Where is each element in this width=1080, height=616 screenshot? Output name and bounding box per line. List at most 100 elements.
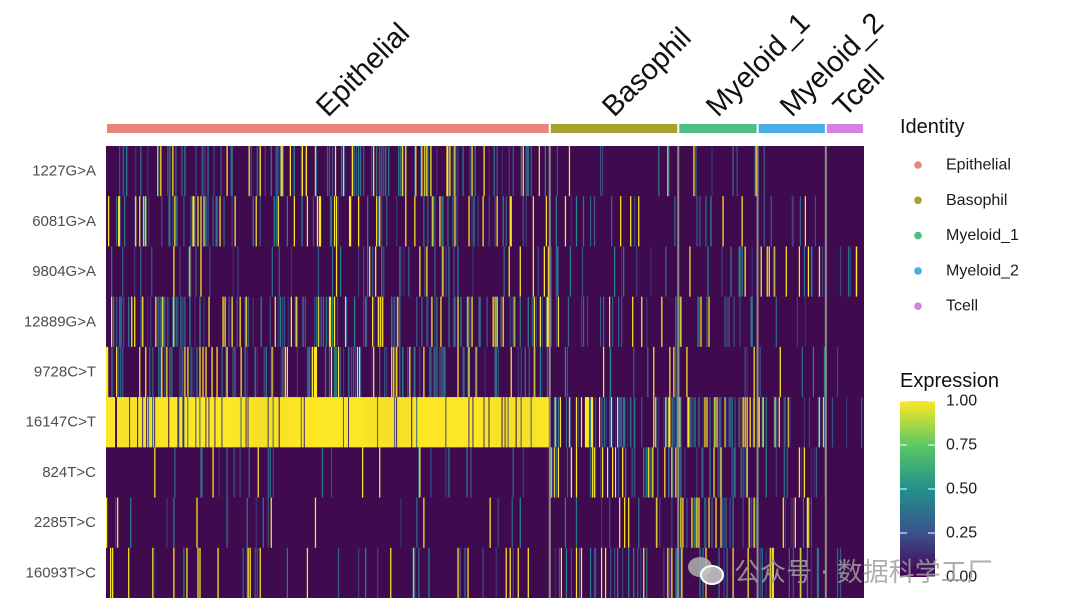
heatmap-cell	[315, 397, 318, 448]
heatmap-cell	[316, 397, 319, 448]
heatmap-cell	[218, 397, 220, 448]
heatmap-cell	[564, 346, 567, 398]
heatmap-cell	[594, 397, 597, 448]
heatmap-cell	[111, 246, 113, 297]
heatmap-cell	[314, 346, 317, 398]
heatmap-cell	[728, 296, 730, 347]
heatmap-cell	[128, 397, 130, 448]
heatmap-cell	[172, 146, 174, 197]
heatmap-cell	[477, 397, 479, 448]
heatmap-cell	[320, 397, 323, 448]
heatmap-cell	[698, 397, 700, 448]
heatmap-cell	[186, 397, 188, 448]
heatmap-cell	[464, 397, 466, 448]
heatmap-cell	[765, 447, 767, 498]
heatmap-cell	[164, 296, 166, 347]
heatmap-cell	[508, 246, 510, 297]
heatmap-cell	[271, 346, 273, 398]
heatmap-cell	[608, 497, 611, 548]
heatmap-cell	[333, 296, 336, 347]
heatmap-cell	[546, 346, 548, 398]
heatmap-cell	[391, 397, 393, 448]
heatmap-cell	[434, 246, 436, 297]
heatmap-cell	[609, 346, 612, 398]
heatmap-cell	[275, 146, 277, 197]
heatmap-cell	[123, 146, 125, 197]
heatmap-cell	[516, 397, 518, 448]
heatmap-cell	[679, 397, 681, 448]
heatmap-cell	[439, 346, 441, 398]
heatmap-cell	[592, 447, 595, 498]
heatmap-cell	[439, 397, 441, 448]
heatmap-cell	[283, 397, 285, 448]
heatmap-cell	[566, 447, 569, 498]
heatmap-cell	[277, 296, 279, 347]
heatmap-cell	[510, 346, 512, 398]
heatmap-cell	[708, 497, 710, 548]
heatmap-cell	[297, 397, 300, 448]
heatmap-cell	[182, 397, 184, 448]
heatmap-cell	[799, 547, 801, 598]
heatmap-cell	[399, 346, 401, 398]
heatmap-cell	[313, 296, 316, 347]
heatmap-cell	[205, 397, 207, 448]
legend-swatch	[914, 302, 922, 311]
heatmap-cell	[621, 397, 623, 448]
heatmap-cell	[570, 547, 573, 598]
heatmap-cell	[111, 397, 113, 448]
heatmap-cell	[167, 146, 169, 197]
heatmap-cell	[141, 397, 143, 448]
heatmap-cell	[353, 296, 356, 347]
heatmap-cell	[761, 397, 763, 448]
heatmap-cell	[418, 447, 420, 498]
heatmap-cell	[616, 447, 618, 498]
heatmap-cell	[324, 397, 327, 448]
heatmap-cell	[765, 547, 767, 598]
heatmap-cell	[203, 196, 205, 247]
heatmap-cell	[450, 397, 452, 448]
heatmap-cell	[671, 547, 673, 598]
heatmap-cell	[220, 397, 222, 448]
heatmap-cell	[731, 447, 733, 498]
heatmap-cell	[277, 397, 279, 448]
heatmap-cell	[314, 497, 317, 548]
heatmap-cell	[817, 397, 820, 448]
heatmap-cell	[469, 397, 471, 448]
heatmap-cell	[675, 296, 677, 347]
heatmap-cell	[140, 296, 142, 347]
heatmap-cell	[336, 397, 339, 448]
heatmap-cell	[292, 146, 294, 197]
heatmap-cell	[106, 346, 108, 398]
feature-label: 1227G>A	[32, 163, 96, 180]
heatmap-cell	[803, 447, 806, 498]
heatmap-cell	[559, 397, 562, 448]
heatmap-cell	[342, 397, 345, 448]
heatmap-cell	[327, 397, 330, 448]
heatmap-cell	[112, 547, 114, 598]
heatmap-cell	[741, 196, 743, 247]
heatmap-cell	[425, 146, 427, 197]
heatmap-cell	[334, 146, 337, 197]
heatmap-cell	[204, 196, 206, 247]
heatmap-cell	[447, 196, 449, 247]
heatmap-cell	[171, 346, 173, 398]
heatmap-cell	[181, 146, 183, 197]
heatmap-cell	[601, 447, 604, 498]
heatmap-cell	[385, 397, 387, 448]
heatmap-cell	[669, 547, 671, 598]
heatmap-cell	[729, 397, 731, 448]
feature-label: 2285T>C	[34, 514, 96, 531]
heatmap-cell	[679, 296, 681, 347]
heatmap-cell	[417, 397, 419, 448]
heatmap-cell	[315, 346, 318, 398]
heatmap-cell	[265, 397, 267, 448]
heatmap-cell	[233, 447, 235, 498]
heatmap-cell	[369, 397, 371, 448]
heatmap-cell	[259, 397, 261, 448]
heatmap-cell	[419, 246, 421, 297]
heatmap-cell	[690, 397, 692, 448]
heatmap-cell	[632, 447, 634, 498]
heatmap-cell	[408, 246, 410, 297]
heatmap-cell	[396, 346, 398, 398]
feature-label: 16093T>C	[26, 564, 97, 581]
